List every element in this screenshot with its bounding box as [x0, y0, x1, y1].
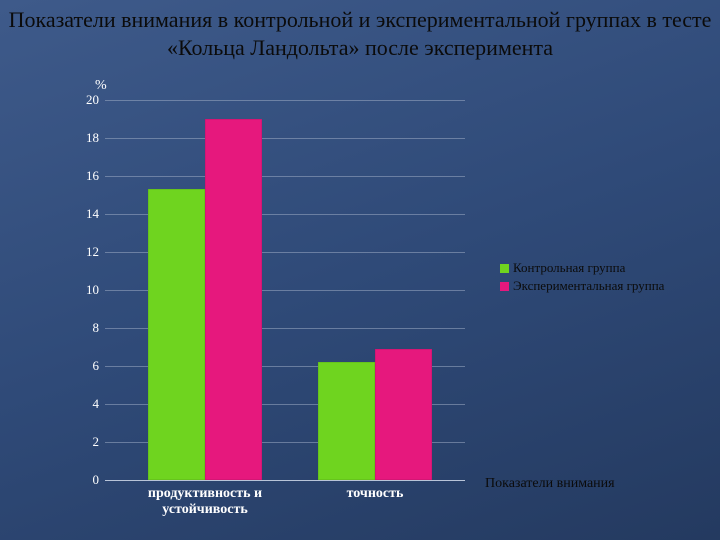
y-tick-label: 6	[75, 358, 99, 374]
gridline	[105, 480, 465, 481]
bar	[205, 119, 262, 480]
gridline	[105, 138, 465, 139]
bar	[318, 362, 375, 480]
y-tick-label: 4	[75, 396, 99, 412]
y-tick-label: 8	[75, 320, 99, 336]
y-tick-label: 14	[75, 206, 99, 222]
gridline	[105, 176, 465, 177]
bar	[148, 189, 205, 480]
plot-area	[105, 100, 465, 480]
legend-swatch	[500, 264, 509, 273]
category-label: точность	[290, 486, 460, 502]
y-tick-label: 10	[75, 282, 99, 298]
bar	[375, 349, 432, 480]
legend: Контрольная группа Экспериментальная груп…	[500, 260, 664, 296]
y-tick-label: 0	[75, 472, 99, 488]
legend-label: Экспериментальная группа	[513, 278, 664, 294]
y-tick-label: 18	[75, 130, 99, 146]
x-axis-title: Показатели внимания	[485, 476, 615, 492]
y-tick-label: 2	[75, 434, 99, 450]
legend-item: Экспериментальная группа	[500, 278, 664, 294]
legend-item: Контрольная группа	[500, 260, 664, 276]
gridline	[105, 100, 465, 101]
y-tick-label: 12	[75, 244, 99, 260]
chart-title: Показатели внимания в контрольной и эксп…	[0, 6, 720, 61]
legend-label: Контрольная группа	[513, 260, 625, 276]
legend-swatch	[500, 282, 509, 291]
slide: Показатели внимания в контрольной и эксп…	[0, 0, 720, 540]
category-label: продуктивность и устойчивость	[120, 486, 290, 518]
y-tick-label: 16	[75, 168, 99, 184]
y-tick-label: 20	[75, 92, 99, 108]
